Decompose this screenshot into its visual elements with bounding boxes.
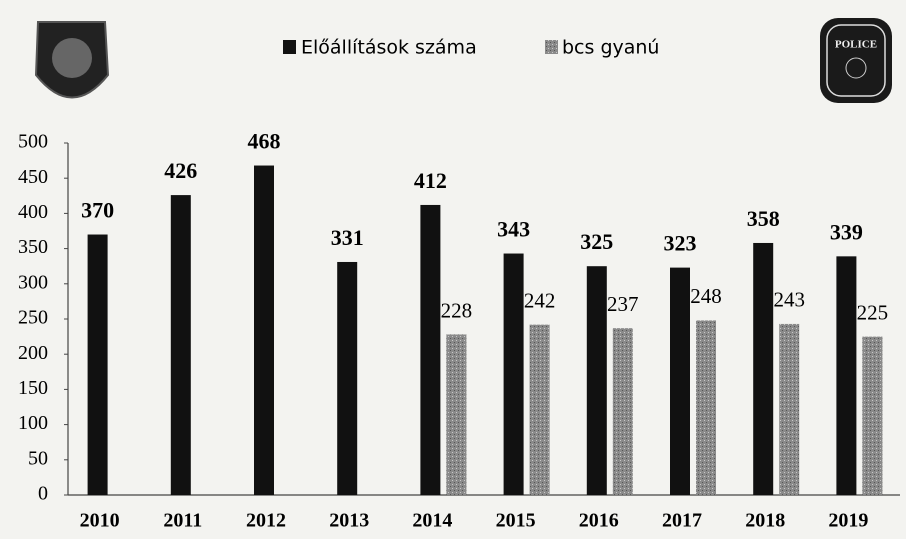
- bar: [420, 204, 441, 495]
- x-tick-label: 2016: [579, 510, 619, 532]
- y-tick-label: 150: [18, 377, 48, 399]
- data-label: 248: [690, 284, 722, 308]
- bar: [446, 334, 467, 495]
- x-tick-label: 2017: [662, 510, 702, 532]
- data-label: 228: [441, 298, 473, 322]
- bar: [696, 320, 716, 495]
- y-tick-label: 350: [18, 236, 48, 258]
- x-tick-label: 2011: [163, 510, 202, 532]
- x-tick-label: 2018: [745, 510, 785, 532]
- legend-label: bcs gyanú: [562, 37, 659, 59]
- data-label: 412: [414, 168, 447, 193]
- x-tick-label: 2012: [246, 510, 286, 532]
- legend-swatch: [283, 40, 296, 54]
- y-tick-label: 0: [38, 483, 48, 505]
- bar: [586, 266, 607, 495]
- y-tick-label: 300: [18, 271, 48, 293]
- y-tick-label: 250: [18, 307, 48, 329]
- data-label: 370: [81, 198, 114, 223]
- y-tick-label: 200: [18, 342, 48, 364]
- bar: [254, 165, 274, 495]
- y-tick-label: 100: [18, 412, 48, 434]
- data-label: 343: [497, 217, 530, 242]
- y-tick-label: 450: [18, 166, 48, 188]
- data-label: 358: [747, 206, 780, 231]
- x-tick-label: 2019: [828, 510, 868, 532]
- bar: [170, 195, 191, 495]
- bar: [612, 328, 633, 495]
- data-label: 237: [607, 292, 639, 316]
- data-label: 225: [857, 300, 889, 324]
- bar: [779, 323, 800, 495]
- y-tick-label: 50: [28, 447, 48, 469]
- badge-text: POLICE: [835, 39, 877, 51]
- bar: [670, 267, 690, 495]
- bar: [753, 242, 774, 495]
- bar: [337, 261, 358, 495]
- x-tick-label: 2014: [412, 510, 452, 532]
- bar: [836, 256, 857, 495]
- left-badge: [34, 21, 110, 99]
- x-tick-label: 2015: [496, 510, 536, 532]
- bar: [529, 324, 550, 495]
- data-label: 426: [164, 158, 197, 183]
- data-label: 339: [830, 219, 863, 244]
- legend: Előállítások száma bcs gyanú: [283, 37, 659, 59]
- legend-label: Előállítások száma: [301, 37, 477, 59]
- bar: [503, 253, 524, 495]
- x-tick-label: 2013: [329, 510, 369, 532]
- bar: [87, 234, 108, 495]
- y-tick-label: 500: [18, 131, 48, 153]
- data-label: 325: [580, 229, 613, 254]
- data-label: 242: [524, 288, 556, 312]
- bar: [862, 336, 883, 495]
- data-label: 243: [773, 288, 805, 312]
- data-label: 331: [331, 225, 364, 250]
- x-tick-label: 2010: [80, 510, 120, 532]
- data-label: 323: [664, 231, 697, 256]
- right-badge: POLICE: [820, 18, 892, 103]
- legend-swatch: [545, 40, 558, 54]
- data-label: 468: [248, 129, 281, 154]
- y-tick-label: 400: [18, 201, 48, 223]
